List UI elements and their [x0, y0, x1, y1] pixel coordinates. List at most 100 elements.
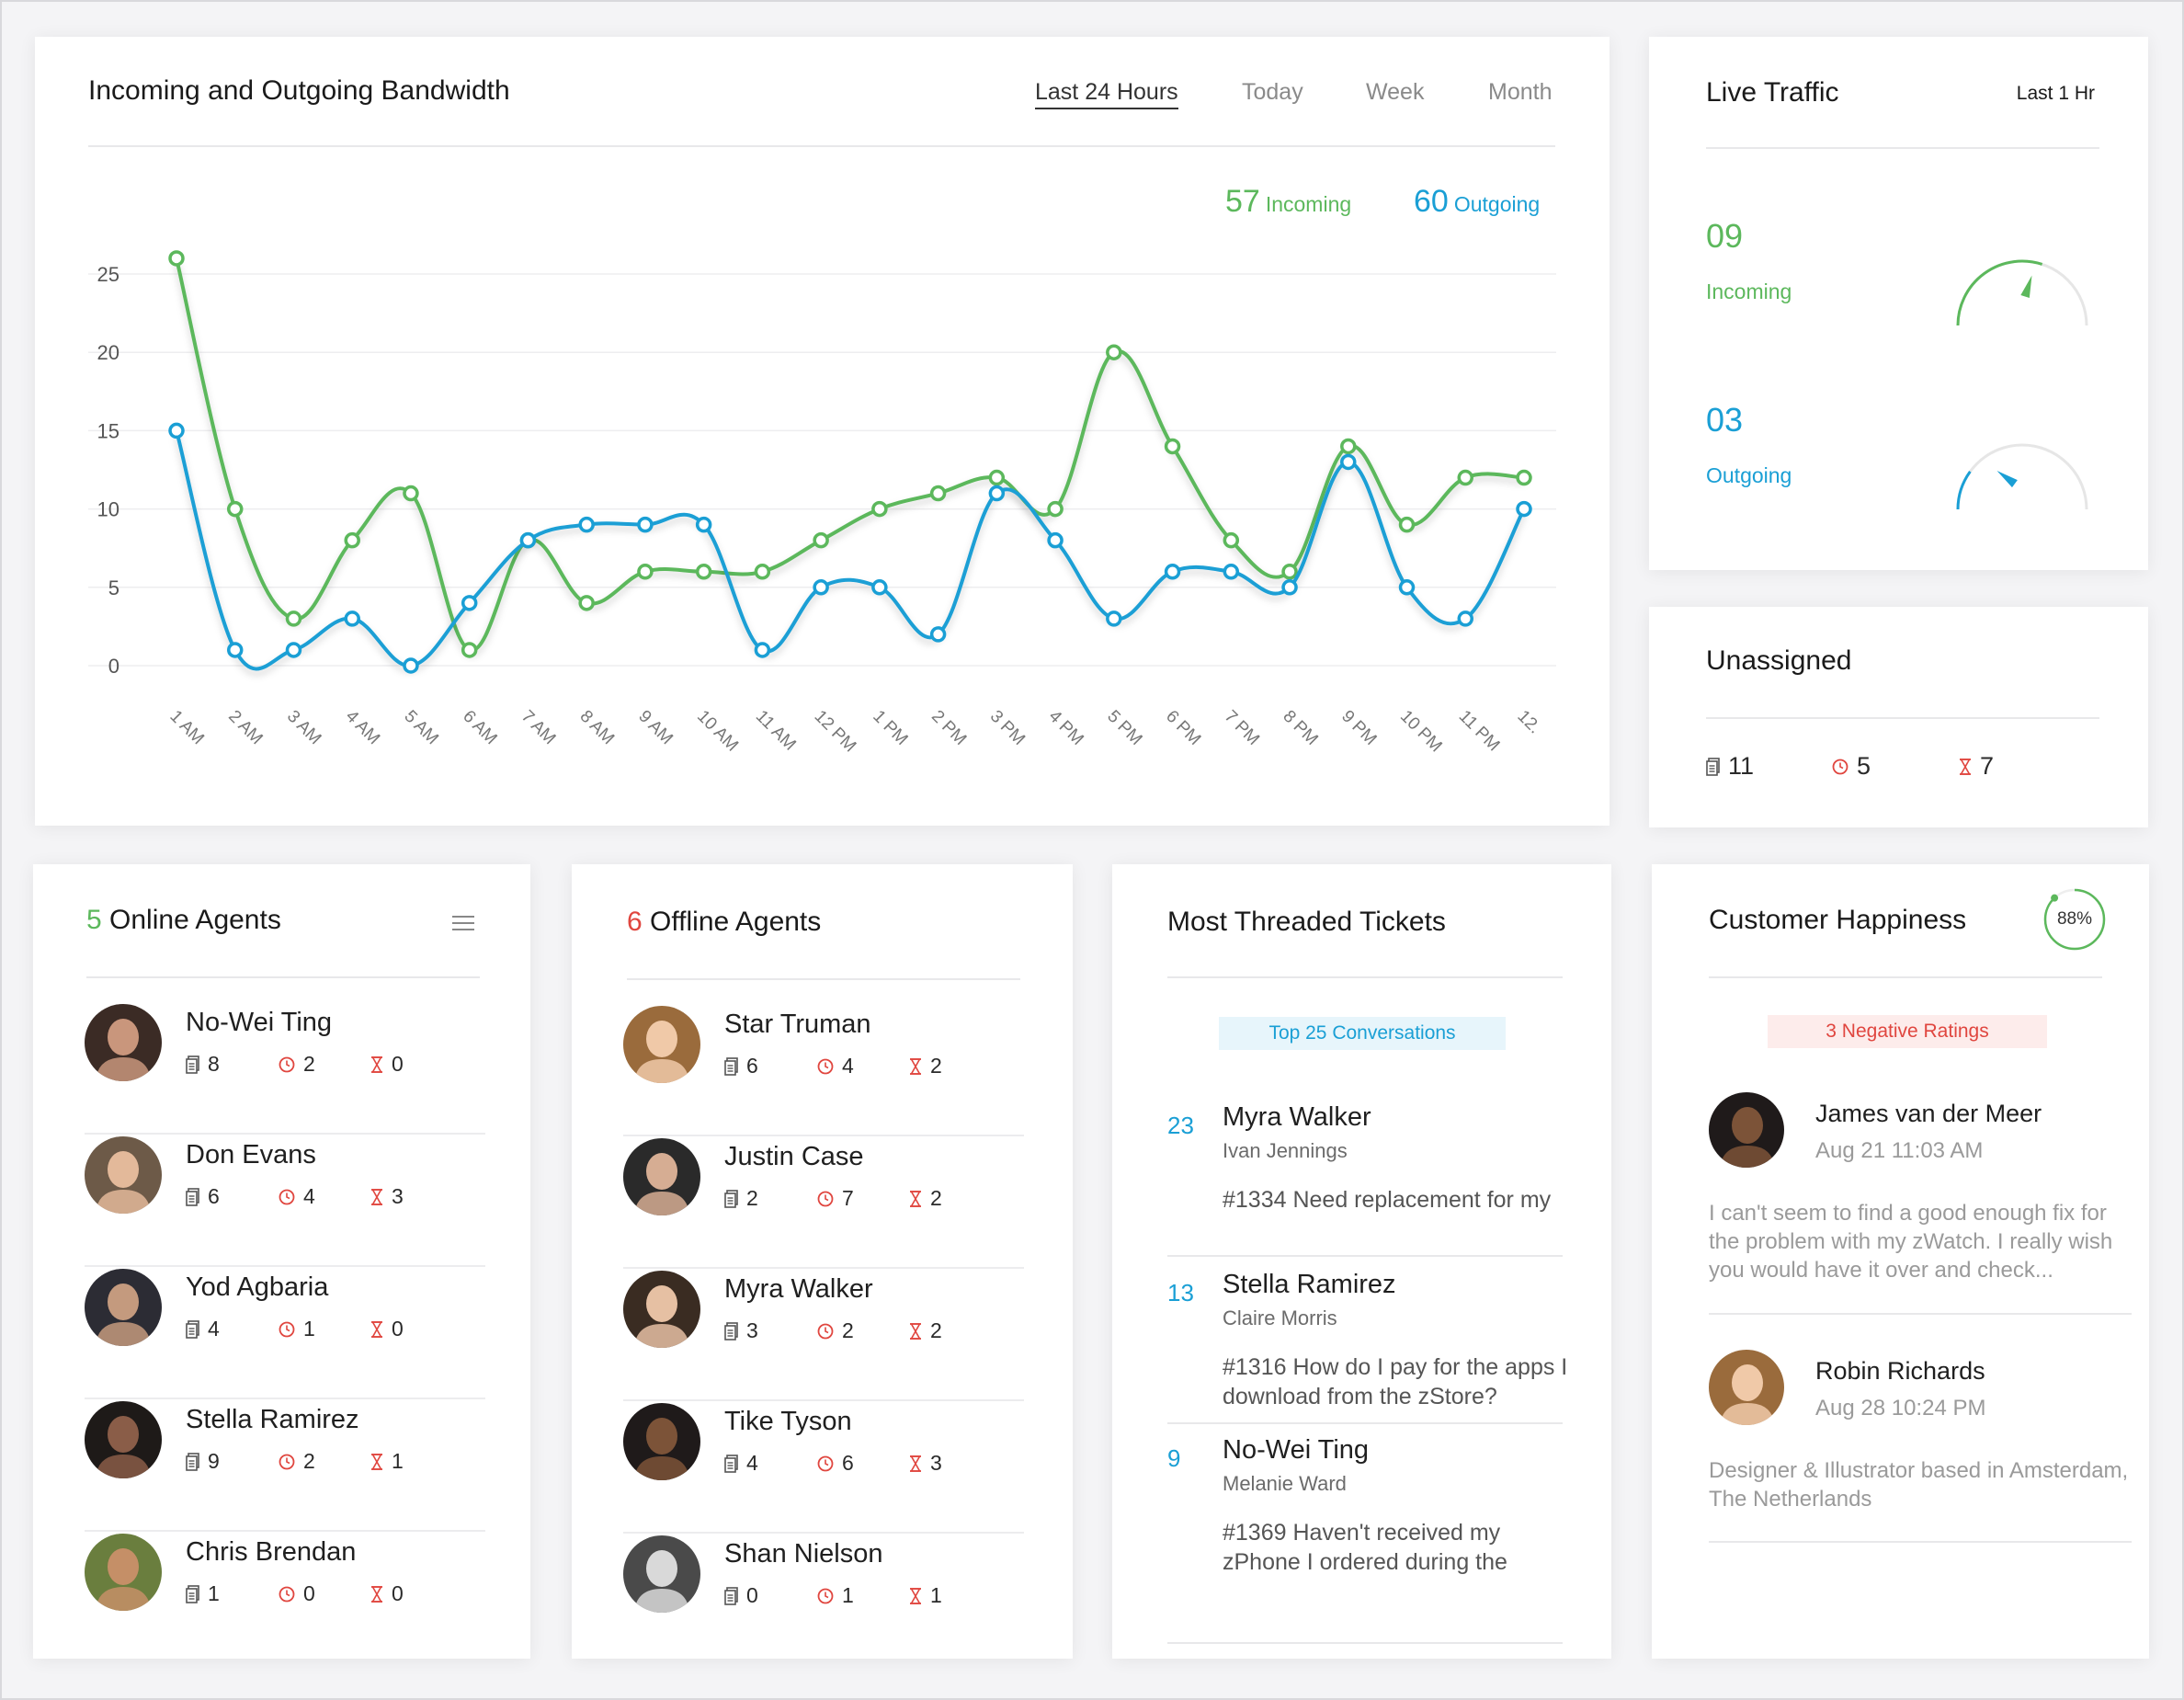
x-tick-label: 12 PM	[811, 707, 860, 757]
x-tick-label: 4 PM	[1045, 707, 1087, 749]
outgoing-data-point	[1164, 564, 1181, 580]
incoming-data-point	[754, 564, 771, 580]
avatar	[623, 1403, 700, 1480]
unassigned-tickets[interactable]: 11	[1706, 752, 1754, 781]
incoming-data-point	[871, 500, 888, 518]
ticket-customer: Stella Ramirez	[1223, 1270, 1396, 1299]
ticket-customer: No-Wei Ting	[1223, 1435, 1370, 1465]
agent-overdue: 0	[278, 1581, 370, 1606]
avatar	[623, 1006, 700, 1083]
agent-waiting: 3	[908, 1451, 1000, 1476]
outgoing-data-point	[1340, 453, 1357, 471]
review-item[interactable]: James van der Meer Aug 21 11:03 AM I can…	[1709, 1092, 2132, 1313]
incoming-data-point	[1516, 469, 1532, 486]
incoming-data-point	[1281, 564, 1298, 580]
agent-row[interactable]: Yod Agbaria 4 1 0	[85, 1269, 489, 1401]
hourglass-icon	[910, 1587, 921, 1604]
agent-waiting-count: 0	[392, 1581, 404, 1605]
agent-row[interactable]: Chris Brendan 1 0 0	[85, 1534, 489, 1666]
clock-icon	[279, 1056, 295, 1072]
tab-today[interactable]: Today	[1242, 79, 1303, 105]
review-item[interactable]: Robin Richards Aug 28 10:24 PM Designer …	[1709, 1350, 2132, 1570]
incoming-data-point	[344, 531, 360, 549]
tab-last-24-hours[interactable]: Last 24 Hours	[1035, 79, 1178, 109]
menu-icon[interactable]	[452, 916, 474, 932]
ticket-item[interactable]: 23 Myra Walker Ivan Jennings #1334 Need …	[1167, 1099, 1572, 1255]
agent-tickets-count: 6	[746, 1054, 758, 1078]
outgoing-legend-label: Outgoing	[1453, 192, 1541, 216]
threaded-divider	[1167, 976, 1563, 978]
agent-row[interactable]: Star Truman 6 4 2	[623, 1006, 1028, 1138]
agent-row[interactable]: Stella Ramirez 9 2 1	[85, 1401, 489, 1534]
agent-row[interactable]: Don Evans 6 4 3	[85, 1136, 489, 1269]
incoming-data-point	[637, 564, 654, 580]
agent-row[interactable]: Shan Nielson 0 1 1	[623, 1535, 1028, 1668]
agent-waiting: 1	[908, 1583, 1000, 1608]
avatar-icon	[85, 1269, 162, 1346]
row-divider	[85, 1133, 485, 1135]
ticket-divider	[1167, 1255, 1563, 1257]
agent-row[interactable]: No-Wei Ting 8 2 0	[85, 1004, 489, 1136]
y-tick-label: 15	[97, 419, 119, 442]
agent-waiting: 3	[370, 1184, 461, 1209]
negative-ratings-pill[interactable]: 3 Negative Ratings	[1768, 1015, 2047, 1048]
agent-tickets-count: 1	[208, 1581, 220, 1605]
happiness-ring	[2043, 888, 2106, 951]
agent-overdue-count: 4	[842, 1054, 854, 1078]
review-divider	[1709, 1313, 2132, 1315]
agent-row[interactable]: Justin Case 2 7 2	[623, 1138, 1028, 1271]
agent-overdue-count: 7	[842, 1186, 854, 1210]
x-tick-label: 8 PM	[1280, 707, 1322, 749]
ticket-item[interactable]: 13 Stella Ramirez Claire Morris #1316 Ho…	[1167, 1266, 1572, 1422]
incoming-data-point	[1164, 438, 1181, 455]
incoming-data-point	[988, 469, 1006, 486]
outgoing-data-point	[285, 642, 302, 658]
unassigned-overdue[interactable]: 5	[1831, 752, 1871, 781]
agent-waiting-count: 3	[392, 1184, 404, 1208]
incoming-gauge-needle	[2020, 275, 2032, 299]
ticket-customer: Myra Walker	[1223, 1102, 1371, 1132]
threaded-tickets-card: Most Threaded Tickets Top 25 Conversatio…	[1112, 864, 1611, 1659]
agent-stats: 9 2 1	[186, 1449, 461, 1474]
row-divider	[623, 1399, 1024, 1401]
hourglass-icon	[910, 1190, 921, 1207]
top-conversations-pill[interactable]: Top 25 Conversations	[1219, 1017, 1506, 1050]
agent-row[interactable]: Tike Tyson 4 6 3	[623, 1403, 1028, 1535]
agent-overdue: 4	[816, 1054, 908, 1078]
agent-overdue: 2	[816, 1318, 908, 1343]
offline-divider	[627, 978, 1020, 980]
ticket-item[interactable]: 9 No-Wei Ting Melanie Ward #1369 Haven't…	[1167, 1432, 1572, 1588]
incoming-series-line	[175, 257, 1525, 653]
y-tick-label: 5	[108, 576, 119, 599]
unassigned-title: Unassigned	[1706, 645, 1852, 676]
agent-overdue-count: 1	[842, 1583, 854, 1607]
y-tick-label: 10	[97, 498, 119, 521]
agent-stats: 2 7 2	[724, 1186, 1000, 1211]
hourglass-icon	[371, 1320, 382, 1338]
agent-stats: 6 4 3	[186, 1184, 461, 1209]
outgoing-data-point	[1047, 531, 1064, 549]
incoming-data-point	[1106, 344, 1122, 360]
outgoing-data-point	[168, 422, 185, 439]
happiness-divider	[1709, 976, 2102, 978]
tab-week[interactable]: Week	[1366, 79, 1425, 105]
agent-row[interactable]: Myra Walker 3 2 2	[623, 1271, 1028, 1403]
clock-icon	[1832, 759, 1848, 774]
unassigned-waiting[interactable]: 7	[1958, 752, 1994, 781]
review-customer: Robin Richards	[1815, 1357, 1985, 1385]
agent-waiting: 0	[370, 1581, 461, 1606]
review-customer: James van der Meer	[1815, 1100, 2042, 1127]
hourglass-icon	[1960, 758, 1971, 775]
agent-name: No-Wei Ting	[186, 1008, 333, 1037]
incoming-data-point	[285, 610, 302, 627]
avatar-icon	[623, 1138, 700, 1215]
outgoing-data-point	[344, 610, 360, 627]
tab-month[interactable]: Month	[1488, 79, 1553, 105]
clock-icon	[279, 1586, 295, 1602]
agent-overdue-count: 2	[842, 1318, 854, 1342]
agent-overdue-count: 4	[303, 1184, 315, 1208]
avatar	[1709, 1092, 1784, 1168]
x-tick-label: 1 AM	[165, 707, 207, 748]
clock-icon	[817, 1455, 834, 1471]
agent-waiting: 1	[370, 1449, 461, 1474]
